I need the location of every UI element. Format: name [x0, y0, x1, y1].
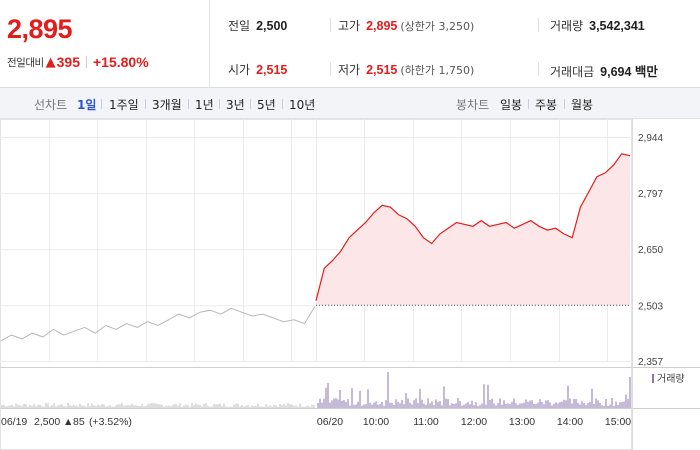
quote-header: 2,895 전일대비 ▲ 395 +15.80% 전일 2,500 시가 2,515…: [0, 0, 700, 88]
low-value: 2,515: [366, 63, 398, 77]
y-tick-label: 2,503: [638, 301, 663, 312]
divider: [538, 18, 539, 32]
prev-change-amount: 85: [73, 416, 85, 428]
lower-limit: (하한가 1,750): [400, 64, 475, 77]
high-label: 고가: [338, 19, 361, 33]
divider: [330, 18, 331, 32]
volume-label: 거래량: [550, 19, 584, 33]
divider: [528, 99, 529, 109]
tab-1year[interactable]: 1년: [195, 98, 214, 112]
tab-10years[interactable]: 10년: [289, 98, 316, 112]
y-tick-label: 2,650: [638, 245, 663, 256]
tab-1day[interactable]: 1일: [77, 98, 97, 112]
y-tick-label: 2,944: [638, 133, 663, 144]
period-tabs: 선차트 1일 1주일 3개월 1년 3년 5년 10년 봉차트 일봉 주봉 월봉: [0, 88, 700, 119]
low-price: 저가 2,515 (하한가 1,750): [338, 61, 474, 78]
trade-value: 거래대금 9,694 백만: [550, 61, 658, 80]
tab-monthly-candle[interactable]: 월봉: [571, 98, 594, 112]
candle-chart-label: 봉차트: [456, 98, 490, 112]
volume-value: 3,542,341: [589, 19, 645, 33]
up-arrow-icon: ▲: [63, 416, 73, 428]
divider: [538, 62, 539, 76]
x-tick-label: 14:00: [557, 416, 583, 428]
tab-3years[interactable]: 3년: [226, 98, 245, 112]
prev-date: 06/19: [1, 416, 27, 428]
divider: [188, 99, 189, 109]
divider: [250, 99, 251, 109]
x-tick-label: 06/20: [317, 416, 343, 428]
divider: [86, 56, 87, 68]
x-tick-label: 15:00: [605, 416, 631, 428]
change-label: 전일대비: [7, 56, 44, 69]
high-price: 고가 2,895 (상한가 3,250): [338, 17, 474, 34]
y-tick-label: 2,797: [638, 189, 663, 200]
tab-5years[interactable]: 5년: [257, 98, 276, 112]
open-price: 시가 2,515: [228, 61, 287, 78]
line-chart-label: 선차트: [34, 98, 68, 112]
up-arrow-icon: ▲: [45, 54, 56, 70]
divider: [330, 62, 331, 76]
x-tick-label: 10:00: [363, 416, 389, 428]
volume-legend-swatch: [652, 374, 654, 383]
prev-close: 전일 2,500: [228, 17, 287, 34]
x-tick-label: 11:00: [413, 416, 439, 428]
prev-change-percent: (+3.52%): [89, 416, 132, 428]
divider: [101, 99, 102, 109]
change-percent: +15.80%: [93, 54, 149, 70]
tab-1week[interactable]: 1주일: [109, 98, 139, 112]
high-value: 2,895: [366, 19, 398, 33]
divider: [564, 99, 565, 109]
prev-close-label: 전일: [228, 19, 251, 33]
x-tick-label: 12:00: [461, 416, 487, 428]
x-tick-label: 13:00: [509, 416, 535, 428]
low-label: 저가: [338, 63, 361, 77]
divider: [145, 99, 146, 109]
prev-day-line: [0, 306, 316, 342]
trade-value-label: 거래대금: [550, 65, 595, 79]
prev-close-value: 2,500: [34, 416, 60, 428]
price-line: [315, 153, 631, 301]
divider: [282, 99, 283, 109]
change-row: 전일대비 ▲ 395 +15.80%: [7, 54, 149, 70]
divider: [219, 99, 220, 109]
y-tick-label: 2,357: [638, 357, 663, 368]
open-value: 2,515: [256, 63, 288, 77]
upper-limit: (상한가 3,250): [400, 20, 475, 33]
price-chart[interactable]: 거래량 2,944 2,797 2,650 2,503 2,357 06/20 10:00…: [0, 119, 700, 450]
open-label: 시가: [228, 63, 251, 77]
tab-weekly-candle[interactable]: 주봉: [535, 98, 558, 112]
tab-daily-candle[interactable]: 일봉: [500, 98, 523, 112]
tab-3months[interactable]: 3개월: [152, 98, 182, 112]
current-price: 2,895: [7, 14, 73, 44]
price-area-fill: [316, 153, 630, 306]
change-amount: 395: [56, 54, 80, 70]
volume: 거래량 3,542,341: [550, 17, 645, 34]
prev-close-value: 2,500: [256, 19, 288, 33]
trade-value-value: 9,694 백만: [600, 65, 658, 79]
price-box: 2,895 전일대비 ▲ 395 +15.80%: [0, 0, 210, 88]
volume-legend-label: 거래량: [657, 373, 685, 385]
